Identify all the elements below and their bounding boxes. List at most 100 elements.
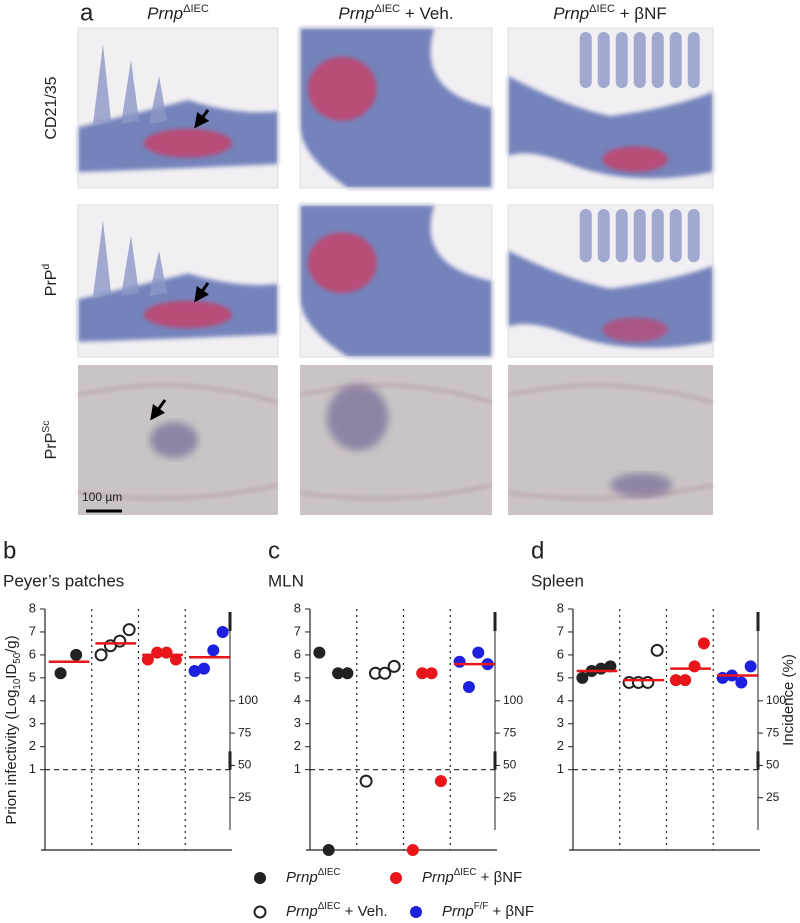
data-point — [425, 667, 438, 680]
data-point — [434, 775, 447, 788]
label: Prion infectivity (Log10ID50/g) — [3, 635, 23, 824]
legend-marker — [410, 906, 422, 918]
text-part: Prnp — [553, 4, 589, 23]
text-part: Prnp — [338, 4, 374, 23]
data-point — [322, 844, 335, 856]
y-tick-label: 5 — [294, 669, 301, 684]
arrow — [150, 399, 167, 421]
y-tick-label: 6 — [294, 646, 301, 661]
frame — [77, 27, 279, 189]
y-tick-label: 8 — [557, 600, 564, 615]
y-tick-label: 3 — [29, 715, 36, 730]
villus — [669, 209, 682, 263]
text-part: Prnp — [147, 4, 183, 23]
data-point — [472, 646, 485, 659]
y-tick-label: 1 — [557, 761, 564, 776]
micrograph — [299, 204, 493, 358]
y-tick-label: 4 — [557, 692, 564, 707]
villus — [121, 60, 139, 124]
data-point — [688, 660, 701, 673]
y-tick-label: 5 — [557, 669, 564, 684]
villus — [687, 209, 700, 263]
y-tick-label: 1 — [294, 761, 301, 776]
data-point — [216, 625, 229, 638]
contour — [77, 384, 279, 500]
y-tick-label: 2 — [557, 738, 564, 753]
chart-title: MLN — [268, 571, 304, 590]
stain — [602, 146, 668, 172]
label: PrnpΔIEC + βNF — [422, 867, 522, 886]
data-point — [122, 623, 136, 637]
y-tick-label: 7 — [294, 623, 301, 638]
y2-tick-label: 50 — [238, 758, 252, 772]
y-tick-label: 4 — [294, 692, 301, 707]
y2-tick-label: 25 — [766, 790, 780, 804]
data-point — [406, 844, 419, 856]
data-point — [576, 671, 589, 684]
frame — [507, 204, 714, 358]
chart-title: Spleen — [531, 571, 584, 590]
y2-tick-label: 100 — [766, 693, 786, 707]
y2-tick-label: 25 — [503, 790, 517, 804]
micrographs — [77, 27, 714, 515]
y-tick-label: 7 — [29, 623, 36, 638]
chart-title: Peyer’s patches — [3, 571, 124, 590]
panel-label: c — [268, 537, 280, 564]
label: PrPSc — [41, 421, 60, 460]
frame — [77, 204, 279, 358]
villus — [149, 250, 167, 297]
label: PrnpΔIEC + βNF — [553, 3, 667, 24]
data-point — [70, 648, 83, 661]
villus — [93, 44, 111, 124]
micrograph — [299, 27, 493, 189]
y2-tick-label: 25 — [238, 790, 252, 804]
label: PrnpΔIEC + Veh. — [286, 901, 388, 920]
label: PrPd — [41, 264, 60, 297]
data-point — [604, 660, 617, 673]
text-part: ΔIEC — [374, 3, 400, 15]
text-part: ID — [3, 664, 20, 679]
data-point — [744, 660, 757, 673]
text-part: + βNF — [488, 903, 534, 920]
text-part: Prnp — [422, 869, 454, 886]
data-point — [679, 674, 692, 687]
text-part: Prion infectivity (Log — [3, 690, 20, 825]
contour — [299, 384, 493, 500]
data-point — [416, 667, 429, 680]
villus — [615, 32, 628, 88]
y-tick-label: 6 — [29, 646, 36, 661]
scale-bar-label: 100 µm — [82, 490, 122, 504]
micrograph — [507, 365, 714, 515]
y2-tick-label: 50 — [766, 758, 780, 772]
stain — [144, 128, 232, 158]
text-part: + Veh. — [400, 4, 453, 23]
y-tick-label: 8 — [294, 600, 301, 615]
villus — [651, 32, 664, 88]
villus — [615, 209, 628, 263]
data-point — [341, 667, 354, 680]
text-part: ΔIEC — [318, 867, 341, 878]
data-point — [188, 664, 201, 677]
micrograph — [77, 27, 279, 189]
y2-tick-label: 100 — [238, 693, 258, 707]
data-point — [669, 674, 682, 687]
y-tick-label: 5 — [29, 669, 36, 684]
y-tick-label: 2 — [29, 738, 36, 753]
micrograph — [507, 204, 714, 358]
data-point — [387, 659, 401, 673]
y2-tick-label: 75 — [503, 725, 517, 739]
stain — [307, 56, 377, 121]
data-point — [453, 655, 466, 668]
text-part: Prnp — [442, 903, 474, 920]
label: CD21/35 — [43, 76, 60, 139]
stain — [307, 232, 377, 294]
villus — [651, 209, 664, 263]
stain — [610, 473, 672, 497]
frame — [299, 204, 493, 358]
contour — [507, 384, 714, 500]
legend-marker — [254, 872, 266, 884]
frame — [299, 27, 493, 189]
y-tick-label: 8 — [29, 600, 36, 615]
data-point — [641, 675, 655, 689]
